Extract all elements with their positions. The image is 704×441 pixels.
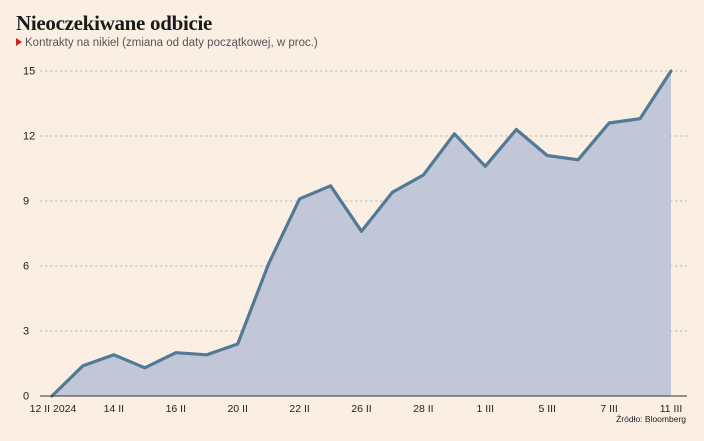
series-line bbox=[50, 69, 673, 398]
x-tick-label: 1 III bbox=[477, 403, 495, 415]
chart-subtitle: Kontrakty na nikiel (zmiana od daty pocz… bbox=[16, 37, 318, 49]
source-note: Źródło: Bloomberg bbox=[616, 414, 686, 424]
red-triangle-marker-icon bbox=[16, 38, 22, 46]
y-axis-ticks: 0 3 6 9 12 15 bbox=[23, 66, 35, 403]
x-tick-label: 11 III bbox=[660, 403, 683, 415]
x-tick-label: 12 II 2024 bbox=[30, 403, 77, 415]
y-tick-label: 6 bbox=[23, 261, 29, 273]
x-tick-label: 26 II bbox=[351, 403, 371, 415]
area-fill bbox=[52, 71, 671, 396]
x-tick-label: 22 II bbox=[289, 403, 309, 415]
y-tick-label: 3 bbox=[23, 326, 29, 338]
x-axis-ticks: 12 II 2024 14 II 16 II 20 II 22 II 26 II 28 II… bbox=[30, 403, 683, 415]
x-tick-label: 5 III bbox=[538, 403, 556, 415]
y-tick-label: 0 bbox=[23, 391, 29, 403]
x-tick-label: 20 II bbox=[227, 403, 247, 415]
x-tick-label: 14 II bbox=[104, 403, 124, 415]
chart-subtitle-text: Kontrakty na nikiel (zmiana od daty pocz… bbox=[25, 37, 318, 49]
x-tick-label: 16 II bbox=[166, 403, 186, 415]
y-tick-label: 15 bbox=[23, 66, 35, 78]
y-tick-label: 9 bbox=[23, 196, 29, 208]
chart-title: Nieoczekiwane odbicie bbox=[16, 11, 213, 35]
x-tick-label: 7 III bbox=[600, 403, 618, 415]
x-tick-label: 28 II bbox=[413, 403, 433, 415]
y-tick-label: 12 bbox=[23, 131, 35, 143]
